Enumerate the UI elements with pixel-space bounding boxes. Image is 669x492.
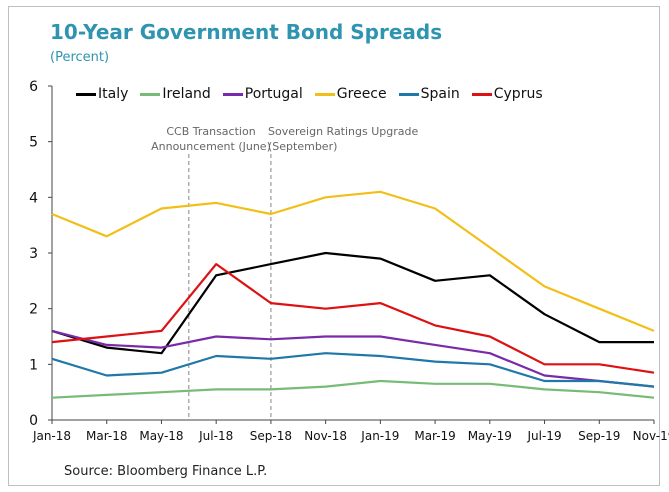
series-line-italy [51, 251, 654, 355]
legend-swatch-spain [398, 92, 419, 96]
legend-swatch-greece [314, 92, 335, 96]
x-tick-label: Sep-18 [250, 429, 292, 443]
y-tick-label: 1 [29, 357, 38, 373]
legend-label-ireland: Ireland [162, 86, 211, 102]
x-tick-label: Nov-19 [633, 429, 669, 443]
chart-subtitle: (Percent) [50, 50, 110, 65]
legend-swatch-italy [76, 92, 96, 96]
x-tick-label: Nov-18 [304, 429, 347, 443]
chart-frame [8, 6, 660, 486]
y-tick-label: 5 [29, 135, 38, 151]
chart-title: 10-Year Government Bond Spreads [50, 20, 443, 44]
legend-item-ireland: Ireland [140, 86, 211, 102]
y-tick-label: 4 [29, 190, 38, 206]
y-tick-label: 0 [29, 413, 38, 429]
legend-label-italy: Italy [98, 86, 129, 102]
series-line-greece [51, 190, 655, 332]
legend-label-portugal: Portugal [244, 86, 303, 102]
x-tick-label: Jul-18 [198, 429, 233, 443]
x-tick-label: Mar-19 [414, 429, 455, 443]
y-tick-label: 6 [29, 79, 38, 95]
chart-legend: Italy Ireland Portugal Greece Spain Cypr… [76, 86, 543, 102]
y-tick-label: 3 [29, 246, 38, 262]
annotation-ccb: CCB Transaction Announcement (June) [136, 124, 286, 154]
chart-source: Source: Bloomberg Finance L.P. [64, 464, 268, 479]
x-tick-label: Sep-19 [578, 429, 620, 443]
series-line-cyprus [51, 263, 655, 374]
legend-label-cyprus: Cyprus [493, 86, 543, 102]
legend-swatch-portugal [222, 92, 243, 96]
legend-label-spain: Spain [420, 86, 460, 102]
legend-label-greece: Greece [336, 86, 387, 102]
x-tick-label: May-18 [139, 429, 183, 443]
annotation-sovereign-line2: (September) [268, 140, 338, 153]
annotation-ccb-line1: CCB Transaction [166, 125, 256, 138]
x-tick-label: Mar-18 [86, 429, 127, 443]
y-tick-label: 2 [29, 302, 38, 318]
series-line-ireland [51, 379, 655, 399]
series-line-portugal [51, 329, 655, 388]
annotation-sovereign: Sovereign Ratings Upgrade (September) [268, 124, 418, 154]
x-tick-label: Jul-19 [527, 429, 562, 443]
series-line-spain [51, 352, 655, 388]
legend-swatch-cyprus [471, 92, 492, 96]
x-tick-label: Jan-18 [32, 429, 71, 443]
legend-item-portugal: Portugal [222, 86, 303, 102]
annotation-ccb-line2: Announcement (June) [151, 140, 271, 153]
legend-item-spain: Spain [398, 86, 460, 102]
legend-item-cyprus: Cyprus [471, 86, 543, 102]
legend-swatch-ireland [140, 92, 161, 96]
x-tick-label: Jan-19 [360, 429, 399, 443]
legend-item-greece: Greece [314, 86, 387, 102]
x-tick-label: May-19 [468, 429, 512, 443]
annotation-sovereign-line1: Sovereign Ratings Upgrade [268, 125, 419, 138]
legend-item-italy: Italy [76, 86, 128, 102]
